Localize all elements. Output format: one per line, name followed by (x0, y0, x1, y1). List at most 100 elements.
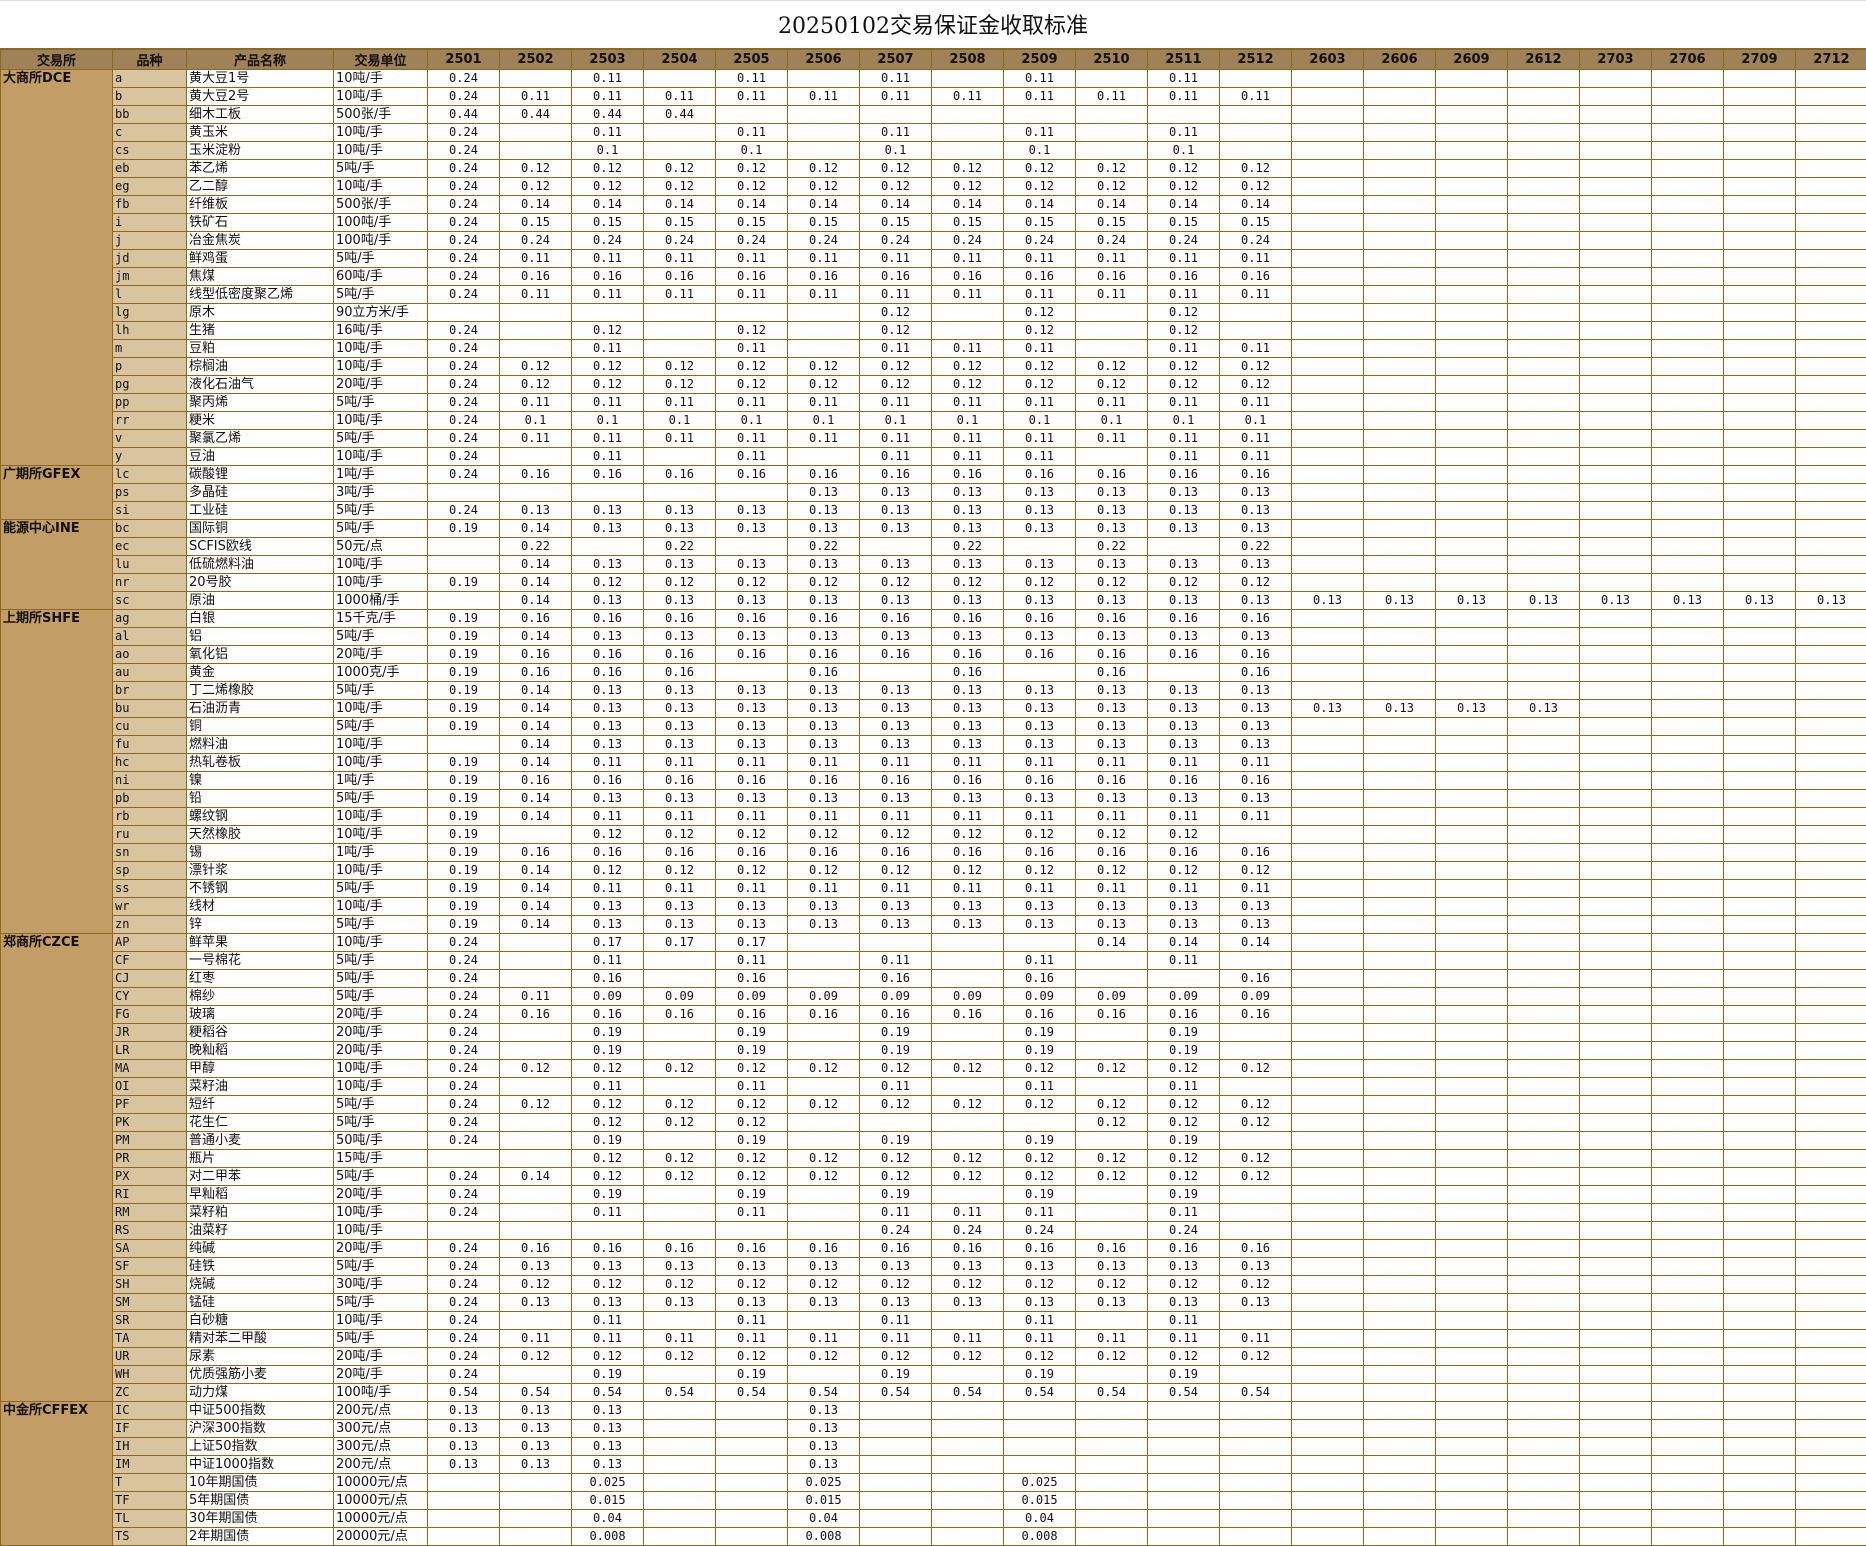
margin-rate-cell (1292, 1258, 1364, 1276)
margin-rate-cell: 0.16 (932, 1006, 1004, 1024)
margin-rate-cell (1724, 646, 1796, 664)
margin-rate-cell: 0.13 (860, 718, 932, 736)
margin-rate-cell: 0.13 (788, 916, 860, 934)
margin-rate-cell (1796, 700, 1866, 718)
margin-rate-cell: 0.24 (428, 358, 500, 376)
trading-unit: 10吨/手 (334, 898, 428, 916)
margin-rate-cell: 0.11 (716, 952, 788, 970)
margin-rate-cell: 0.11 (1076, 754, 1148, 772)
margin-rate-cell: 0.13 (1436, 592, 1508, 610)
margin-rate-cell: 0.15 (716, 214, 788, 232)
margin-rate-cell (1580, 556, 1652, 574)
margin-rate-cell (1796, 1438, 1866, 1456)
margin-rate-cell: 0.15 (932, 214, 1004, 232)
variety-code: RI (113, 1186, 187, 1204)
product-name: 氧化铝 (187, 646, 334, 664)
margin-rate-cell (1724, 160, 1796, 178)
margin-rate-cell: 0.13 (1220, 484, 1292, 502)
margin-rate-cell: 0.11 (860, 340, 932, 358)
margin-rate-cell (1436, 754, 1508, 772)
margin-rate-cell (1436, 214, 1508, 232)
margin-rate-cell: 0.16 (572, 970, 644, 988)
margin-rate-cell (1724, 484, 1796, 502)
margin-rate-cell: 0.12 (1220, 1348, 1292, 1366)
margin-rate-cell: 0.11 (1004, 1204, 1076, 1222)
margin-rate-cell (1436, 970, 1508, 988)
margin-rate-cell (1364, 610, 1436, 628)
margin-rate-cell (1508, 880, 1580, 898)
margin-rate-cell (1436, 916, 1508, 934)
margin-rate-cell: 0.12 (1076, 1348, 1148, 1366)
margin-rate-cell (1796, 538, 1866, 556)
margin-rate-cell: 0.11 (1076, 88, 1148, 106)
margin-rate-cell (1508, 1006, 1580, 1024)
margin-rate-cell (1292, 1204, 1364, 1222)
margin-rate-cell: 0.16 (788, 664, 860, 682)
margin-rate-cell: 0.19 (1004, 1024, 1076, 1042)
margin-rate-cell (1436, 268, 1508, 286)
margin-rate-cell: 0.24 (428, 988, 500, 1006)
trading-unit: 10吨/手 (334, 574, 428, 592)
trading-unit: 10吨/手 (334, 934, 428, 952)
variety-code: sp (113, 862, 187, 880)
margin-rate-cell: 0.16 (572, 610, 644, 628)
margin-rate-cell (1508, 160, 1580, 178)
margin-rate-cell: 0.11 (644, 250, 716, 268)
margin-rate-cell: 0.24 (428, 430, 500, 448)
margin-rate-cell: 0.11 (1220, 430, 1292, 448)
margin-rate-cell: 0.09 (1076, 988, 1148, 1006)
margin-rate-cell (572, 538, 644, 556)
margin-rate-cell: 0.13 (1148, 502, 1220, 520)
margin-rate-cell (1364, 772, 1436, 790)
margin-rate-cell (1580, 484, 1652, 502)
variety-code: UR (113, 1348, 187, 1366)
margin-rate-cell (1796, 718, 1866, 736)
margin-rate-cell (644, 1312, 716, 1330)
margin-rate-cell (1580, 970, 1652, 988)
margin-rate-cell: 0.13 (716, 682, 788, 700)
margin-rate-cell: 0.13 (500, 1438, 572, 1456)
margin-rate-cell: 0.19 (860, 1366, 932, 1384)
margin-rate-cell (1652, 538, 1724, 556)
margin-rate-cell (1580, 1456, 1652, 1474)
margin-rate-cell: 0.12 (932, 1348, 1004, 1366)
margin-rate-cell (1364, 430, 1436, 448)
margin-rate-cell (1292, 1384, 1364, 1402)
margin-rate-cell (1580, 1168, 1652, 1186)
margin-rate-cell (1364, 1114, 1436, 1132)
margin-rate-cell: 0.14 (500, 196, 572, 214)
margin-rate-cell: 0.13 (1148, 700, 1220, 718)
margin-rate-cell (1220, 106, 1292, 124)
margin-rate-cell: 0.13 (500, 1294, 572, 1312)
margin-rate-cell (1724, 970, 1796, 988)
margin-rate-cell (860, 1402, 932, 1420)
margin-rate-cell (1436, 1384, 1508, 1402)
margin-rate-cell (1076, 70, 1148, 88)
margin-rate-cell: 0.13 (500, 1456, 572, 1474)
margin-rate-cell: 0.13 (788, 1258, 860, 1276)
margin-rate-cell: 0.14 (500, 1168, 572, 1186)
margin-rate-cell: 0.11 (572, 250, 644, 268)
margin-rate-cell (1652, 1096, 1724, 1114)
margin-rate-cell: 0.22 (788, 538, 860, 556)
margin-rate-cell (1508, 304, 1580, 322)
margin-rate-cell: 0.13 (932, 790, 1004, 808)
margin-rate-cell: 0.12 (1076, 826, 1148, 844)
product-name: 粳稻谷 (187, 1024, 334, 1042)
margin-rate-cell: 0.11 (788, 286, 860, 304)
margin-rate-cell: 0.13 (716, 736, 788, 754)
product-name: 聚丙烯 (187, 394, 334, 412)
margin-rate-cell: 0.16 (716, 844, 788, 862)
margin-rate-cell (1580, 1258, 1652, 1276)
margin-rate-cell (1652, 1330, 1724, 1348)
margin-rate-cell: 0.15 (1220, 214, 1292, 232)
margin-rate-cell: 0.15 (860, 214, 932, 232)
margin-rate-cell (1292, 358, 1364, 376)
variety-code: zn (113, 916, 187, 934)
margin-rate-cell: 0.1 (788, 412, 860, 430)
margin-rate-cell: 0.11 (788, 880, 860, 898)
margin-rate-cell (1724, 322, 1796, 340)
